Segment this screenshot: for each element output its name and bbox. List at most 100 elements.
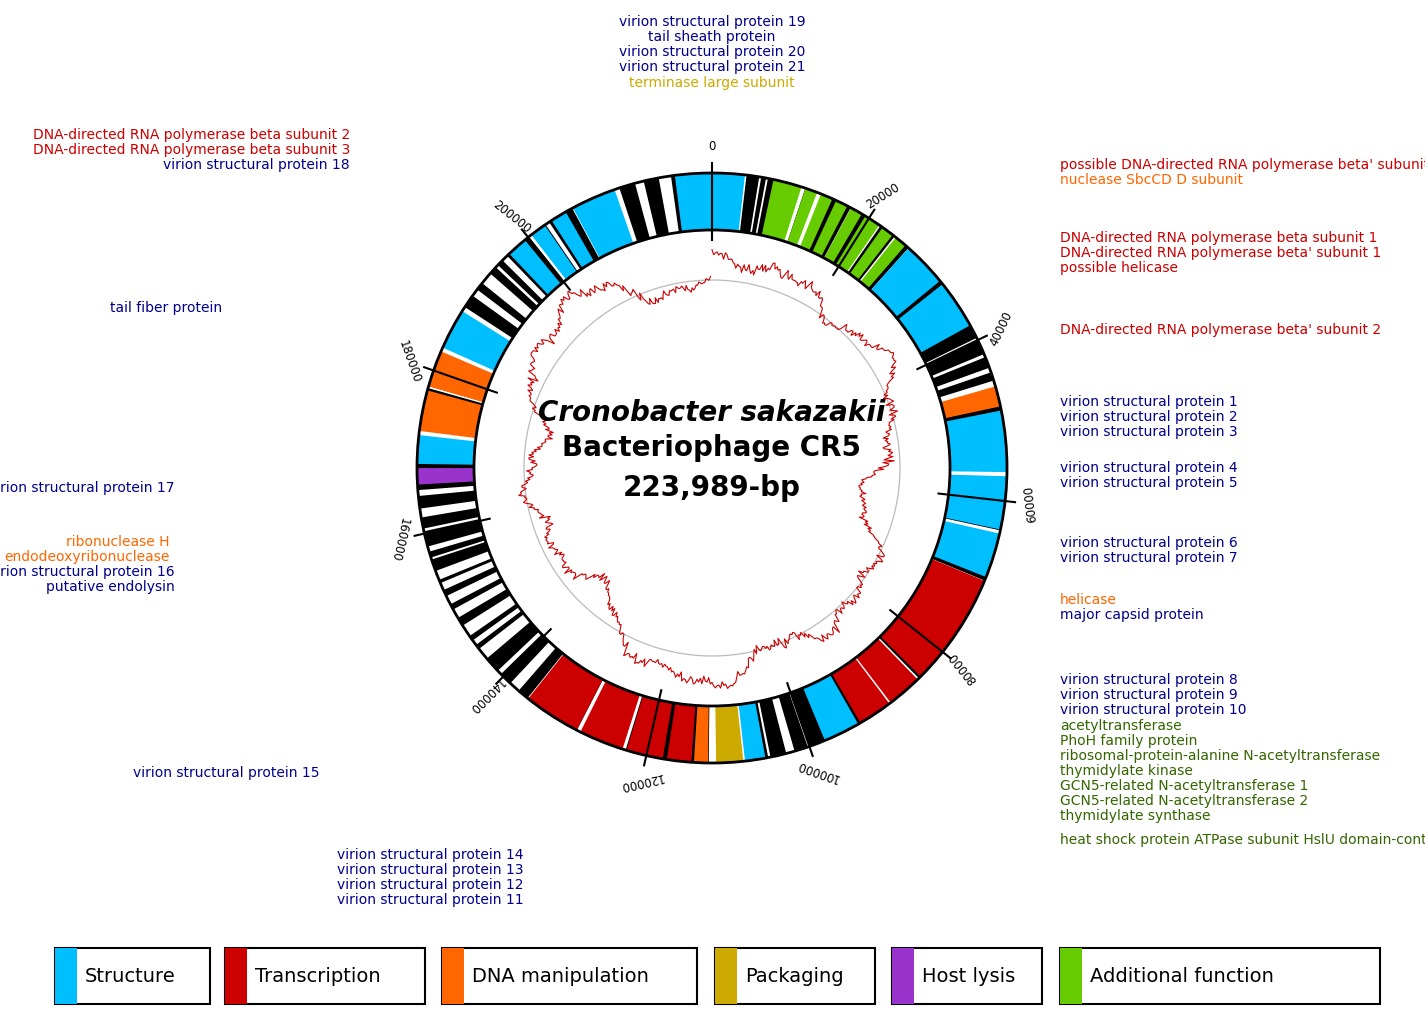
Wedge shape (418, 475, 475, 490)
Wedge shape (581, 681, 613, 737)
Wedge shape (832, 214, 872, 268)
Bar (225, 948, 425, 1004)
Wedge shape (868, 640, 916, 691)
Wedge shape (711, 173, 718, 230)
Text: terminase large subunit: terminase large subunit (630, 76, 795, 90)
Text: 20000: 20000 (864, 181, 902, 212)
Wedge shape (851, 658, 889, 707)
Bar (56, 948, 209, 1004)
Text: 180000: 180000 (396, 338, 422, 385)
Wedge shape (420, 417, 477, 436)
Wedge shape (627, 696, 673, 759)
Bar (715, 948, 875, 1004)
Wedge shape (945, 510, 1002, 530)
Wedge shape (812, 200, 848, 257)
Wedge shape (856, 233, 895, 281)
Text: virion structural protein 14: virion structural protein 14 (336, 848, 523, 862)
Wedge shape (477, 283, 527, 324)
Text: tail sheath protein: tail sheath protein (648, 30, 775, 44)
Wedge shape (946, 415, 1003, 430)
Text: 160000: 160000 (388, 516, 410, 562)
Wedge shape (681, 174, 691, 231)
Wedge shape (919, 322, 976, 363)
Wedge shape (419, 390, 483, 439)
Text: virion structural protein 4: virion structural protein 4 (1060, 461, 1238, 475)
Text: virion structural protein 3: virion structural protein 3 (1060, 425, 1238, 439)
Wedge shape (932, 357, 989, 387)
Wedge shape (819, 678, 851, 731)
Text: virion structural protein 12: virion structural protein 12 (336, 878, 523, 892)
Wedge shape (861, 237, 905, 288)
Wedge shape (948, 423, 1006, 446)
Text: helicase: helicase (1060, 593, 1117, 607)
Wedge shape (675, 173, 745, 232)
Text: 100000: 100000 (795, 757, 841, 784)
Text: heat shock protein ATPase subunit HslU domain-containing protein: heat shock protein ATPase subunit HslU d… (1060, 833, 1425, 847)
Text: virion structural protein 1: virion structural protein 1 (1060, 395, 1238, 409)
Wedge shape (892, 275, 943, 321)
Wedge shape (901, 602, 956, 648)
Bar (1060, 948, 1082, 1004)
Wedge shape (443, 311, 510, 370)
Wedge shape (598, 687, 633, 746)
Wedge shape (787, 188, 817, 246)
Text: tail fiber protein: tail fiber protein (110, 301, 222, 315)
Text: 80000: 80000 (946, 650, 979, 686)
Wedge shape (940, 386, 1000, 418)
Wedge shape (741, 703, 760, 761)
Wedge shape (516, 236, 564, 290)
Text: DNA-directed RNA polymerase beta' subunit 2: DNA-directed RNA polymerase beta' subuni… (1060, 323, 1381, 337)
Bar (892, 948, 1042, 1004)
Text: virion structural protein 7: virion structural protein 7 (1060, 551, 1238, 565)
Wedge shape (551, 212, 594, 268)
Wedge shape (817, 203, 851, 258)
Wedge shape (804, 675, 858, 741)
Bar (892, 948, 913, 1004)
Text: DNA-directed RNA polymerase beta subunit 1: DNA-directed RNA polymerase beta subunit… (1060, 231, 1378, 245)
Wedge shape (490, 267, 537, 311)
Text: ribosomal-protein-alanine N-acetyltransferase: ribosomal-protein-alanine N-acetyltransf… (1060, 749, 1381, 763)
Wedge shape (871, 248, 940, 317)
Wedge shape (938, 373, 993, 397)
Text: PhoH family protein: PhoH family protein (1060, 734, 1197, 748)
Wedge shape (788, 188, 817, 246)
Wedge shape (443, 567, 497, 596)
Wedge shape (422, 508, 479, 528)
Bar (715, 948, 737, 1004)
Wedge shape (657, 702, 681, 761)
Text: possible DNA-directed RNA polymerase beta' subunit: possible DNA-directed RNA polymerase bet… (1060, 158, 1425, 172)
Text: Host lysis: Host lysis (922, 967, 1015, 986)
Wedge shape (683, 705, 691, 762)
Wedge shape (932, 551, 989, 581)
Wedge shape (881, 559, 985, 677)
Bar (442, 948, 465, 1004)
Wedge shape (848, 226, 888, 277)
Text: 120000: 120000 (617, 770, 664, 793)
Wedge shape (529, 654, 603, 730)
Wedge shape (603, 192, 628, 247)
Wedge shape (644, 178, 668, 236)
Wedge shape (519, 648, 563, 699)
Text: thymidylate kinase: thymidylate kinase (1060, 764, 1193, 778)
Text: major capsid protein: major capsid protein (1060, 608, 1204, 622)
Wedge shape (549, 220, 584, 269)
Wedge shape (432, 542, 489, 571)
Text: endodeoxyribonuclease: endodeoxyribonuclease (4, 550, 170, 565)
Wedge shape (581, 198, 616, 254)
Wedge shape (557, 208, 598, 265)
Wedge shape (940, 522, 999, 548)
Text: Transcription: Transcription (255, 967, 380, 986)
Wedge shape (896, 615, 945, 654)
Wedge shape (778, 694, 808, 751)
Wedge shape (487, 621, 539, 671)
Wedge shape (936, 537, 995, 569)
Text: Cronobacter sakazakii: Cronobacter sakazakii (539, 399, 886, 427)
Wedge shape (760, 699, 787, 757)
Wedge shape (715, 705, 744, 763)
Wedge shape (942, 391, 999, 412)
Wedge shape (423, 519, 483, 547)
Wedge shape (922, 576, 975, 606)
Wedge shape (727, 173, 741, 231)
Wedge shape (532, 225, 577, 280)
Bar (1060, 948, 1379, 1004)
